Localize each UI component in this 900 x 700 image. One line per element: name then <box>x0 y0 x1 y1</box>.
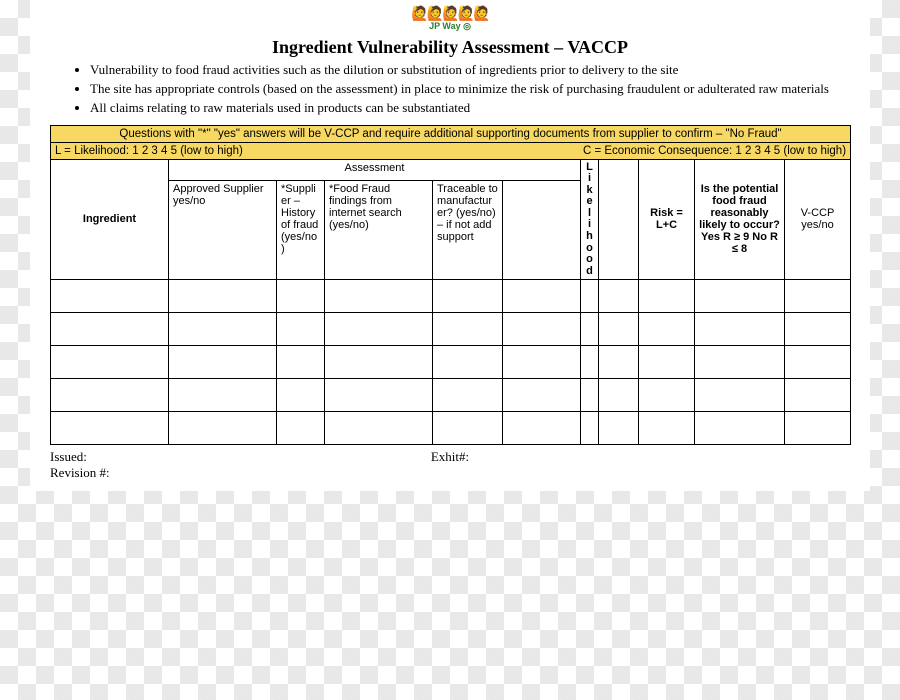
col-food-fraud: *Food Fraud findings from internet searc… <box>325 181 433 280</box>
table-row <box>51 379 851 412</box>
page-title: Ingredient Vulnerability Assessment – VA… <box>50 37 850 58</box>
vaccp-table: Questions with "*" "yes" answers will be… <box>50 125 851 445</box>
footer-issued: Issued: <box>50 449 317 465</box>
col-potential: Is the potential food fraud reasonably l… <box>695 159 785 279</box>
col-vccp: V-CCP yes/no <box>785 159 851 279</box>
banner-likelihood: L = Likelihood: 1 2 3 4 5 (low to high) <box>55 145 243 157</box>
intro-bullets: Vulnerability to food fraud activities s… <box>74 62 850 117</box>
banner-row-2: L = Likelihood: 1 2 3 4 5 (low to high) … <box>51 142 851 159</box>
footer: Issued: Exhit#: Revision #: <box>50 449 850 481</box>
banner-line2: L = Likelihood: 1 2 3 4 5 (low to high) … <box>51 142 851 159</box>
col-supplier-history: *Supplier – History of fraud (yes/no) <box>277 181 325 280</box>
col-approved-supplier: Approved Supplier yes/no <box>169 181 277 280</box>
logo-people-icon: 🙋🙋🙋🙋🙋 <box>50 8 850 22</box>
table-row <box>51 280 851 313</box>
banner-row-1: Questions with "*" "yes" answers will be… <box>51 125 851 142</box>
logo: 🙋🙋🙋🙋🙋 JP Way ◎ <box>50 8 850 31</box>
bullet-item: All claims relating to raw materials use… <box>90 100 842 117</box>
table-row <box>51 412 851 445</box>
col-spare <box>503 181 581 280</box>
logo-text: JP Way ◎ <box>50 22 850 31</box>
col-ingredient: Ingredient <box>51 159 169 279</box>
bullet-item: The site has appropriate controls (based… <box>90 81 842 98</box>
banner-consequence: C = Economic Consequence: 1 2 3 4 5 (low… <box>583 145 846 157</box>
table-row <box>51 346 851 379</box>
col-consequence <box>599 159 639 279</box>
banner-line1: Questions with "*" "yes" answers will be… <box>51 125 851 142</box>
bullet-item: Vulnerability to food fraud activities s… <box>90 62 842 79</box>
col-traceable: Traceable to manufacturer? (yes/no) – if… <box>433 181 503 280</box>
document-page: 🙋🙋🙋🙋🙋 JP Way ◎ Ingredient Vulnerability … <box>30 0 870 491</box>
header-row-1: Ingredient Assessment Likelihood Risk = … <box>51 159 851 181</box>
table-row <box>51 313 851 346</box>
footer-exhit: Exhit#: <box>317 449 584 465</box>
footer-revision: Revision #: <box>50 465 850 481</box>
col-likelihood: Likelihood <box>581 159 599 279</box>
col-risk: Risk = L+C <box>639 159 695 279</box>
col-assessment: Assessment <box>169 159 581 181</box>
